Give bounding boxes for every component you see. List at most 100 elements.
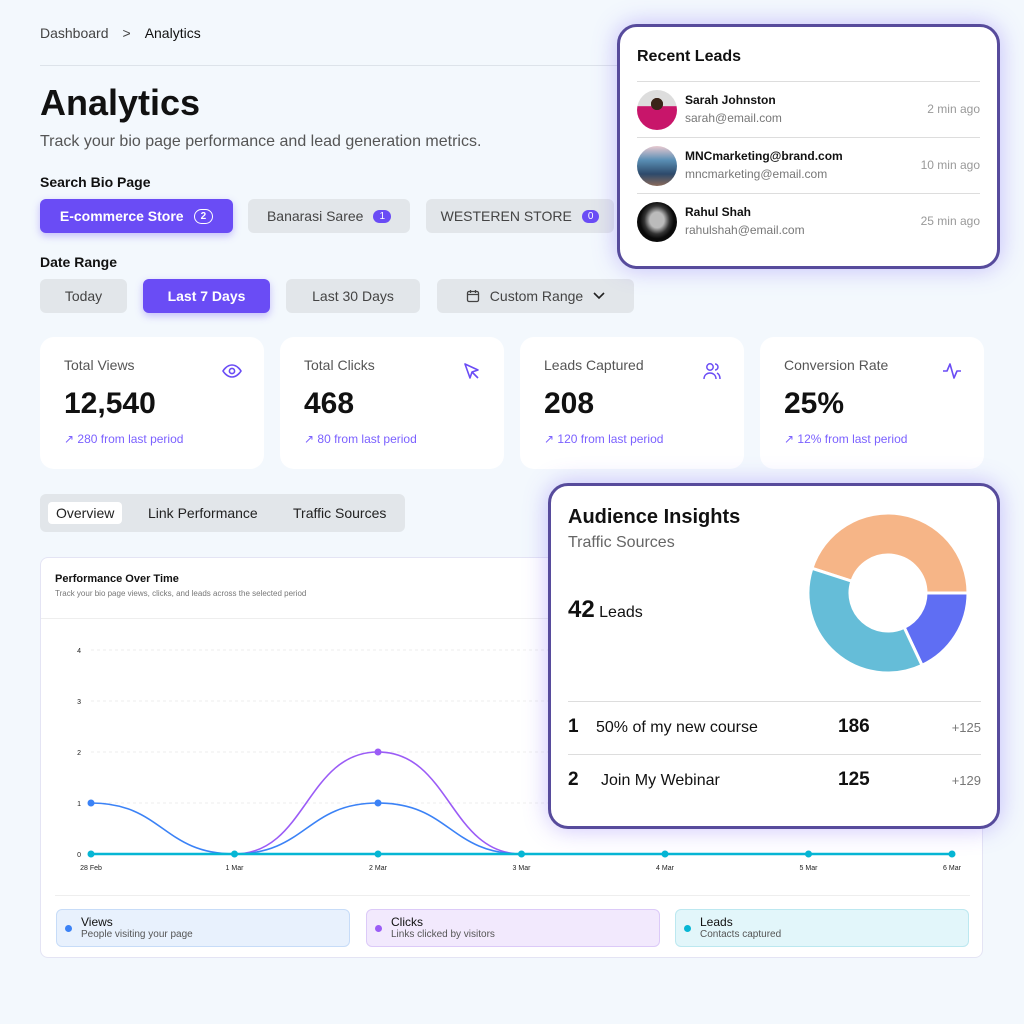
stat-value: 468 (304, 387, 355, 420)
custom-range-label: Custom Range (489, 288, 584, 304)
data-point-leads[interactable] (231, 850, 238, 858)
page-subtitle: Track your bio page performance and lead… (40, 133, 482, 150)
legend-clicks: Clicks Links clicked by visitors (366, 909, 660, 947)
breadcrumb-separator: > (122, 25, 131, 41)
stat-title: Total Views (64, 357, 135, 373)
bio-page-label: Search Bio Page (40, 174, 151, 190)
data-point-leads[interactable] (87, 850, 95, 858)
x-tick-label: 1 Mar (226, 865, 245, 872)
data-point-views[interactable] (374, 799, 382, 807)
lead-email: sarah@email.com (685, 111, 782, 125)
lead-item[interactable]: MNCmarketing@brand.com mncmarketing@emai… (637, 137, 980, 193)
recent-leads-card: Recent Leads Sarah Johnston sarah@email.… (617, 24, 1000, 269)
row-delta: +129 (951, 773, 981, 788)
data-point-leads[interactable] (518, 850, 525, 858)
divider (40, 65, 640, 66)
row-rank: 2 (568, 769, 579, 790)
stat-card-clicks: Total Clicks 468 ↗ 80 from last period (280, 337, 504, 469)
legend-desc: Links clicked by visitors (391, 929, 495, 940)
lead-name: MNCmarketing@brand.com (685, 149, 843, 163)
lead-item[interactable]: Sarah Johnston sarah@email.com 2 min ago (637, 81, 980, 137)
bio-page-ecommerce[interactable]: E-commerce Store 2 (40, 199, 233, 233)
avatar (637, 90, 677, 130)
legend-dot (684, 925, 691, 932)
breadcrumb-current: Analytics (144, 25, 201, 41)
donut-slice[interactable] (810, 511, 970, 595)
stat-title: Leads Captured (544, 357, 644, 373)
lead-time: 2 min ago (927, 102, 980, 116)
legend-dot (375, 925, 382, 932)
count-badge: 1 (373, 209, 392, 223)
y-tick-label: 4 (77, 648, 81, 655)
data-point-leads[interactable] (805, 850, 812, 858)
legend-name: Leads (700, 915, 733, 929)
activity-icon (943, 363, 961, 379)
lead-time: 25 min ago (920, 214, 980, 228)
legend-name: Views (81, 915, 113, 929)
lead-email: rahulshah@email.com (685, 223, 805, 237)
stat-delta: ↗ 280 from last period (64, 432, 184, 446)
row-label: 50% of my new course (596, 719, 758, 736)
x-tick-label: 2 Mar (369, 865, 388, 872)
stat-delta: ↗ 12% from last period (784, 432, 908, 446)
donut-slice[interactable] (806, 566, 925, 675)
breadcrumb: Dashboard > Analytics (40, 25, 201, 41)
x-tick-label: 5 Mar (800, 865, 819, 872)
tab-overview[interactable]: Overview (48, 502, 123, 524)
lead-time: 10 min ago (920, 158, 980, 172)
tab-traffic-sources[interactable]: Traffic Sources (293, 505, 387, 521)
tab-link-performance[interactable]: Link Performance (148, 505, 258, 521)
x-tick-label: 4 Mar (656, 865, 675, 872)
data-point-leads[interactable] (661, 850, 669, 858)
bio-page-banarasi[interactable]: Banarasi Saree 1 (248, 199, 410, 233)
range-today[interactable]: Today (40, 279, 127, 313)
range-custom[interactable]: Custom Range (437, 279, 634, 313)
divider (55, 895, 970, 896)
row-count: 186 (838, 716, 870, 737)
row-label: Join My Webinar (601, 772, 720, 789)
tab-bar: Overview Link Performance Traffic Source… (40, 494, 405, 532)
legend-desc: Contacts captured (700, 929, 782, 940)
traffic-row: 2 Join My Webinar 125 +129 (568, 754, 981, 807)
divider (41, 618, 982, 619)
stat-card-conversion: Conversion Rate 25% ↗ 12% from last peri… (760, 337, 984, 469)
row-rank: 1 (568, 716, 579, 737)
legend-views: Views People visiting your page (56, 909, 350, 947)
lead-email: mncmarketing@email.com (685, 167, 828, 181)
stat-delta: ↗ 120 from last period (544, 432, 664, 446)
row-delta: +125 (951, 720, 981, 735)
range-last-30-days[interactable]: Last 30 Days (286, 279, 420, 313)
line-chart: 0 1 2 3 4 28 Feb 1 Mar 2 Mar 3 Mar 4 Mar 5 Mar 6 Ma… (77, 648, 962, 872)
data-point-leads[interactable] (948, 850, 956, 858)
y-tick-label: 2 (77, 750, 81, 757)
chart-title: Performance Over Time (55, 573, 179, 585)
calendar-icon (466, 290, 479, 303)
stat-card-views: Total Views 12,540 ↗ 280 from last perio… (40, 337, 264, 469)
audience-title: Audience Insights (568, 506, 741, 528)
breadcrumb-dashboard[interactable]: Dashboard (40, 25, 109, 41)
data-point-leads[interactable] (374, 850, 382, 858)
chevron-down-icon (593, 292, 605, 300)
bio-page-label: E-commerce Store (59, 208, 184, 224)
row-count: 125 (838, 769, 870, 790)
stat-title: Conversion Rate (784, 357, 889, 373)
stat-value: 208 (544, 387, 595, 420)
eye-icon (222, 364, 242, 378)
lead-item[interactable]: Rahul Shah rahulshah@email.com 25 min ag… (637, 193, 980, 249)
audience-insights-card: Audience Insights Traffic Sources 42 Lea… (548, 483, 1000, 829)
range-last-7-days[interactable]: Last 7 Days (143, 279, 270, 313)
users-icon (703, 363, 721, 380)
y-tick-label: 1 (77, 801, 81, 808)
stat-value: 12,540 (64, 387, 156, 420)
data-point-views[interactable] (87, 799, 95, 807)
bio-page-label: WESTEREN STORE (440, 208, 572, 224)
avatar (637, 146, 677, 186)
legend-dot (65, 925, 72, 932)
y-tick-label: 0 (77, 852, 81, 859)
date-range-label: Date Range (40, 254, 118, 270)
recent-leads-title: Recent Leads (637, 48, 742, 65)
bio-page-label: Banarasi Saree (266, 208, 364, 224)
data-point-clicks[interactable] (374, 748, 382, 756)
bio-page-westeren[interactable]: WESTEREN STORE 0 (426, 199, 614, 233)
legend-leads: Leads Contacts captured (675, 909, 969, 947)
